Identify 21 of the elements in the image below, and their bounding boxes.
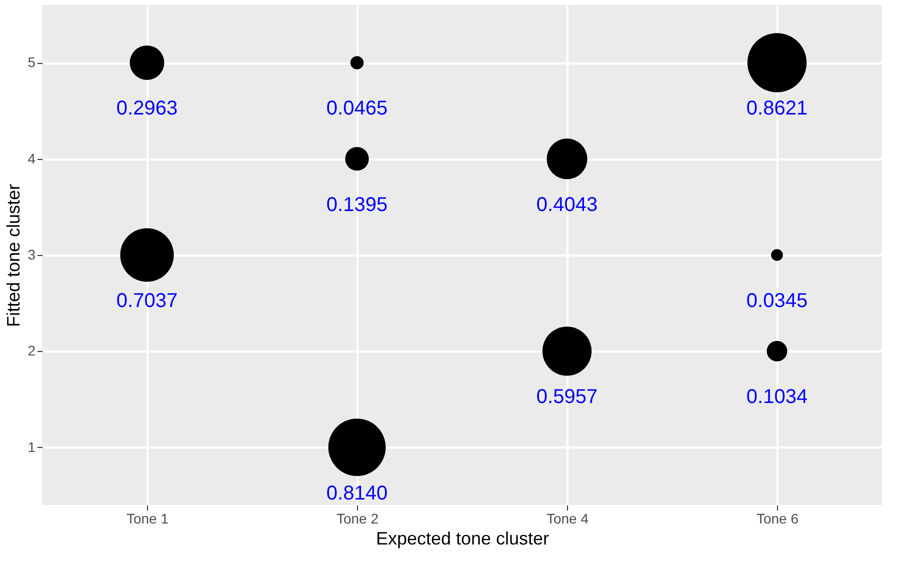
- annotation: 0.4043: [536, 194, 598, 216]
- annotation: 0.8140: [326, 482, 388, 504]
- annotation: 0.8621: [746, 98, 808, 120]
- x-tick-label: Tone 1: [126, 510, 169, 526]
- x-tick-label: Tone 4: [546, 510, 589, 526]
- annotation: 0.1034: [746, 386, 808, 408]
- annotation: 0.7037: [116, 290, 178, 312]
- y-tick-label: 4: [28, 150, 36, 166]
- annotation: 0.5957: [536, 386, 598, 408]
- y-axis-title: Fitted tone cluster: [4, 184, 24, 328]
- y-tick-label: 1: [28, 438, 36, 455]
- x-axis-title: Expected tone cluster: [376, 528, 550, 548]
- x-tick-label: Tone 6: [756, 510, 799, 526]
- annotation: 0.2963: [116, 98, 178, 120]
- y-tick-label: 3: [28, 246, 36, 262]
- annotation: 0.0345: [746, 290, 808, 312]
- annotation: 0.0465: [326, 98, 388, 120]
- y-tick-label: 5: [28, 54, 36, 70]
- y-tick-label: 2: [28, 342, 36, 359]
- x-tick-label: Tone 2: [336, 510, 379, 526]
- annotation: 0.1395: [326, 194, 388, 216]
